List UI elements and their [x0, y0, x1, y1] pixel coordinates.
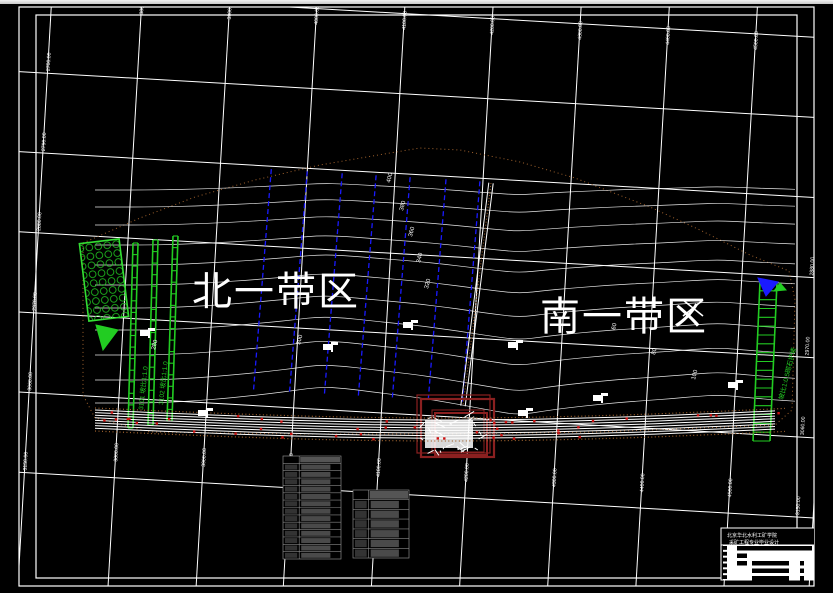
svg-text:2700.00: 2700.00	[46, 52, 53, 71]
svg-text:北京华北水利工矿学院: 北京华北水利工矿学院	[727, 532, 777, 539]
svg-text:4200.00: 4200.00	[464, 463, 471, 482]
svg-text:2790.00: 2790.00	[41, 132, 48, 151]
svg-text:4500.00: 4500.00	[753, 31, 760, 50]
svg-text:3060.00: 3060.00	[27, 372, 34, 391]
svg-text:2880.00: 2880.00	[36, 212, 43, 231]
svg-text:3150.00: 3150.00	[23, 452, 30, 471]
svg-text:北一带区: 北一带区	[192, 270, 360, 314]
svg-text:3800.00: 3800.00	[139, 0, 146, 15]
svg-text:4400.00: 4400.00	[665, 26, 672, 45]
svg-text:3800.00: 3800.00	[113, 443, 120, 462]
svg-text:2970.00: 2970.00	[805, 336, 812, 355]
svg-text:4300.00: 4300.00	[552, 468, 559, 487]
svg-text:南一带区: 南一带区	[540, 295, 708, 339]
svg-text:4100.00: 4100.00	[376, 458, 383, 477]
svg-text:4100.00: 4100.00	[402, 11, 409, 30]
svg-text:4500.00: 4500.00	[727, 478, 734, 497]
svg-text:3060.00: 3060.00	[800, 416, 807, 435]
svg-text:4400.00: 4400.00	[639, 473, 646, 492]
svg-text:2970.00: 2970.00	[32, 292, 39, 311]
svg-text:3900.00: 3900.00	[201, 448, 208, 467]
svg-text:采矿工程专业毕业设计: 采矿工程专业毕业设计	[729, 539, 779, 546]
svg-text:3150.00: 3150.00	[795, 496, 802, 515]
svg-text:4000.00: 4000.00	[314, 6, 321, 25]
svg-text:4200.00: 4200.00	[489, 16, 496, 35]
svg-text:4300.00: 4300.00	[577, 21, 584, 40]
svg-text:3900.00: 3900.00	[227, 1, 234, 20]
